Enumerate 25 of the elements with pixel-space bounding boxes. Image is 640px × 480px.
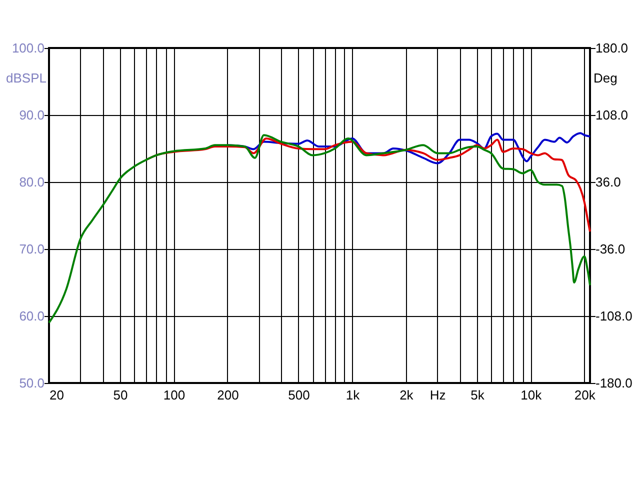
y-tick-label: 60.0: [19, 308, 44, 324]
y-tick-label: 50.0: [19, 376, 44, 390]
x-tick-label: Hz: [430, 388, 446, 402]
y-axis-title: dBSPL: [6, 70, 46, 86]
y2-tick-label: 36.0: [596, 174, 621, 190]
y2-tick-label: -180.0: [596, 376, 632, 390]
x-tick-label: 20k: [574, 388, 596, 402]
x-tick-label: 100: [163, 388, 186, 402]
x-tick-label: 5k: [470, 388, 485, 402]
x-tick-label: 1k: [346, 388, 360, 402]
y2-axis-title: Deg: [594, 70, 618, 86]
y-tick-label: 90.0: [19, 108, 44, 122]
y-tick-label: 80.0: [19, 174, 44, 190]
y2-tick-label: 108.0: [596, 108, 628, 122]
y2-tick-label: -36.0: [596, 242, 626, 256]
x-tick-label: 10k: [520, 388, 542, 402]
x-tick-label: 50: [113, 388, 128, 402]
y-tick-label: 100.0: [12, 40, 44, 56]
y-tick-label: 70.0: [19, 242, 44, 256]
y2-tick-label: -108.0: [596, 308, 632, 324]
x-tick-label: 20: [50, 388, 64, 402]
x-tick-label: 200: [217, 388, 239, 402]
y2-tick-label: 180.0: [596, 40, 628, 56]
x-tick-label: 2k: [400, 388, 414, 402]
x-tick-label: 500: [288, 388, 310, 402]
